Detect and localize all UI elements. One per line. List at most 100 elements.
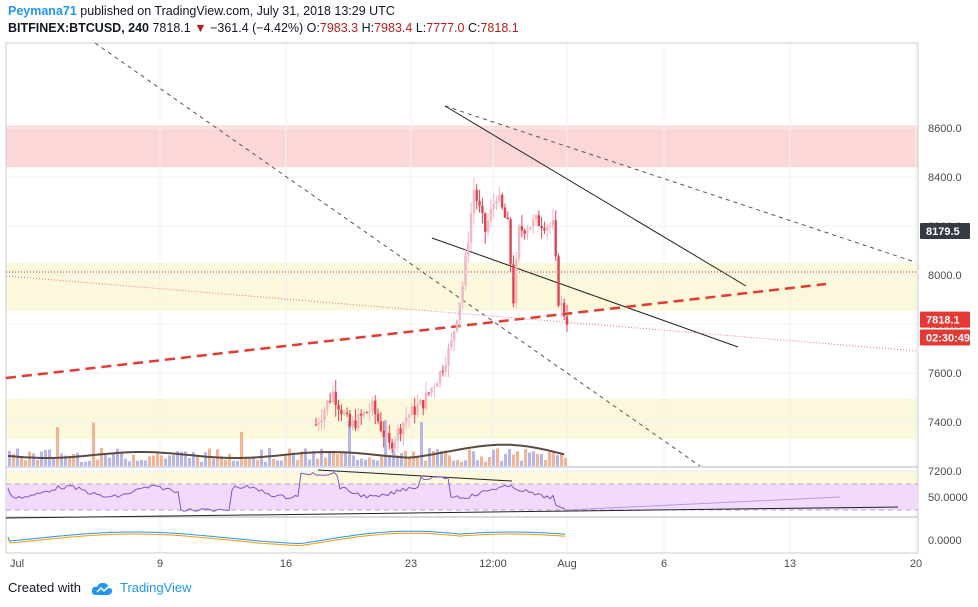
volume-bar <box>560 454 563 466</box>
candle-body <box>388 433 391 443</box>
volume-bar <box>492 449 495 466</box>
candle-body <box>410 406 414 416</box>
candle-body <box>374 400 377 414</box>
volume-bar <box>552 452 555 466</box>
volume-bar <box>392 449 395 466</box>
candle-body <box>438 371 442 384</box>
candle-body <box>444 365 447 372</box>
candle-body <box>376 413 380 422</box>
volume-bar <box>376 460 379 466</box>
candle-body <box>354 420 357 429</box>
candle-body <box>362 412 366 416</box>
volume-bar <box>256 460 259 466</box>
last-price: 7818.1 <box>152 21 191 35</box>
candle-body <box>467 242 470 255</box>
volume-bar <box>152 455 155 466</box>
price-tick-5: 7600.0 <box>928 368 962 380</box>
price-tick-1: 8400.0 <box>928 172 962 184</box>
volume-bar <box>96 459 99 466</box>
candle-body <box>396 428 399 441</box>
x-tick-3: 23 <box>405 558 417 570</box>
candle-body <box>393 440 397 449</box>
close-value: 7818.1 <box>480 21 519 35</box>
x-tick-7: 13 <box>784 558 796 570</box>
volume-bar <box>252 456 255 466</box>
chart-header: Peymana71 published on TradingView.com, … <box>8 3 519 37</box>
volume-bar <box>108 457 111 466</box>
volume-bar <box>476 460 479 466</box>
macd-signal-line <box>7 532 566 547</box>
volume-bar <box>200 461 203 466</box>
rsi-tick-0: 50.0000 <box>928 492 968 504</box>
volume-bar <box>312 450 315 466</box>
candle-body <box>515 259 518 304</box>
volume-bar <box>564 457 567 466</box>
candle-body <box>320 420 323 423</box>
candle-body <box>433 386 436 388</box>
candle-body <box>416 404 419 415</box>
volume-bar <box>380 454 383 466</box>
candle-body <box>523 230 526 234</box>
volume-bar <box>464 460 467 466</box>
volume-bar <box>144 460 147 466</box>
candle-body <box>328 400 332 402</box>
volume-bar <box>92 422 95 466</box>
author-link[interactable]: Peymana71 <box>8 4 77 18</box>
volume-bar <box>188 458 191 466</box>
volume-bar <box>520 460 523 466</box>
volume-bar <box>300 451 303 466</box>
zone-0 <box>6 125 918 168</box>
volume-bar <box>416 456 419 466</box>
candle-body <box>481 205 484 214</box>
candle-body <box>484 213 487 232</box>
volume-bar <box>388 454 391 466</box>
volume-bar <box>72 454 75 466</box>
volume-bar <box>544 460 547 466</box>
volume-bar <box>168 455 171 466</box>
candle-body <box>368 411 371 413</box>
volume-bar <box>224 459 227 466</box>
volume-bar <box>172 455 175 466</box>
volume-bar <box>12 453 15 466</box>
x-tick-6: 6 <box>661 558 667 570</box>
close-label: C: <box>467 21 481 35</box>
candle-body <box>340 409 343 415</box>
symbol-label: BITFINEX:BTCUSD, 240 <box>8 21 149 35</box>
trend-line-red-dashed <box>5 282 827 380</box>
volume-bar <box>472 451 475 466</box>
volume-bar <box>296 460 299 466</box>
volume-bar <box>244 458 247 466</box>
candle-body <box>452 330 456 341</box>
tradingview-brand-link[interactable]: TradingView <box>120 580 192 595</box>
high-label: H: <box>361 21 375 35</box>
candle-body <box>557 256 560 306</box>
candle-body <box>546 226 549 231</box>
candle-body <box>382 430 385 437</box>
macd-line <box>7 530 566 545</box>
volume-bar <box>512 454 515 466</box>
volume-bar <box>484 461 487 466</box>
volume-bar <box>176 451 179 466</box>
x-tick-5: Aug <box>557 558 577 570</box>
ohlc-line: BITFINEX:BTCUSD, 240 7818.1 ▼ −361.4 (−4… <box>8 20 519 37</box>
candle-body <box>512 264 515 304</box>
price-chart[interactable]: 8600.08400.08200.08000.07800.07600.07400… <box>0 0 978 580</box>
volume-bar <box>420 422 423 466</box>
candle-body <box>492 204 495 209</box>
price-change: −361.4 (−4.42%) <box>210 21 304 35</box>
x-tick-8: 20 <box>910 558 922 570</box>
price-label-bg-2 <box>920 329 970 346</box>
volume-bar <box>156 452 159 466</box>
volume-bar <box>196 455 199 466</box>
volume-bar <box>432 450 435 466</box>
x-tick-0: Jul <box>10 558 24 570</box>
volume-bar <box>440 450 443 466</box>
candle-body <box>565 316 569 325</box>
x-tick-2: 16 <box>280 558 292 570</box>
volume-bar <box>80 461 83 466</box>
candle-body <box>436 383 439 387</box>
volume-bar <box>76 452 79 466</box>
volume-bar <box>160 455 163 466</box>
candle-body <box>540 225 543 229</box>
channel-upper <box>444 105 747 287</box>
